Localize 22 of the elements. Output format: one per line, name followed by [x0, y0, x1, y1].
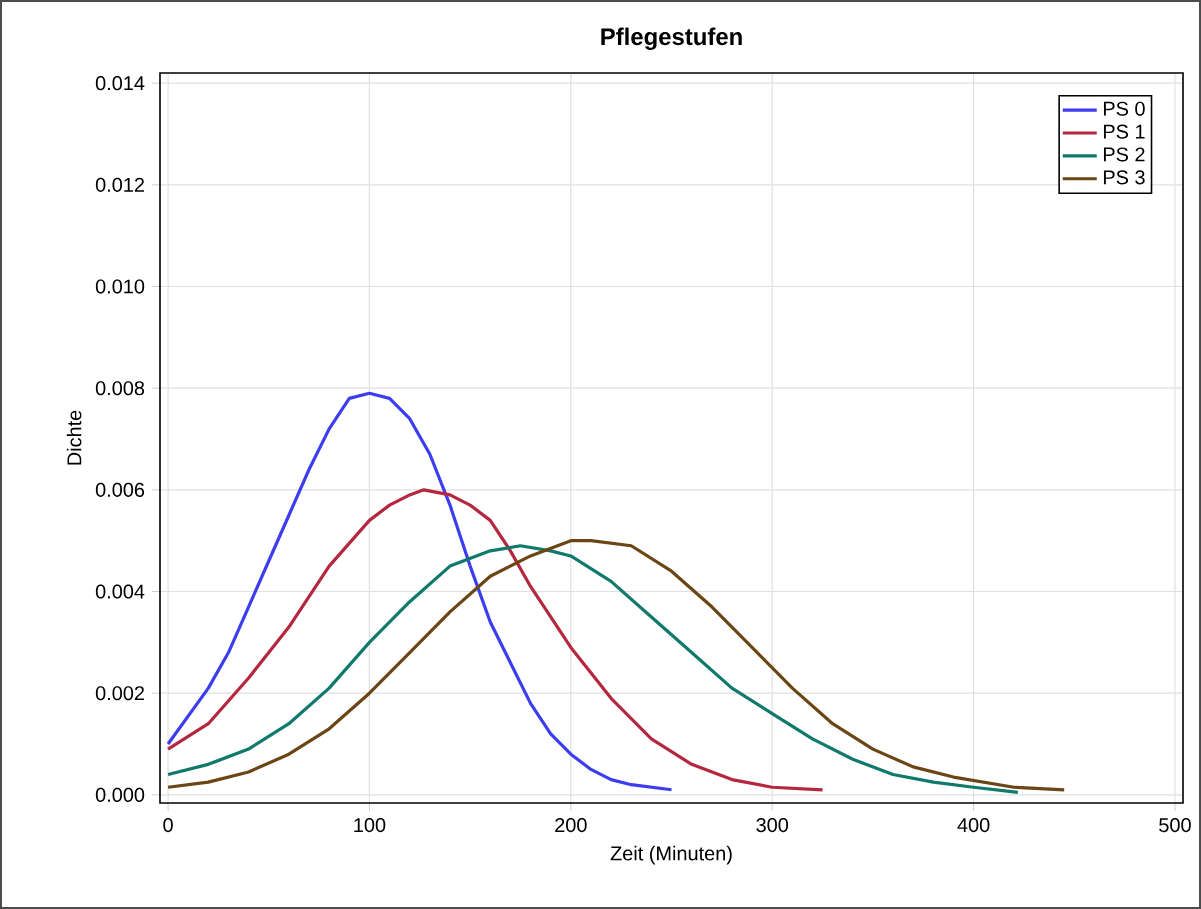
- x-tick-label: 100: [354, 818, 386, 833]
- chart-title: Pflegestufen: [601, 27, 742, 50]
- y-tick-label: 0.014: [95, 76, 145, 91]
- x-tick-label: 300: [756, 818, 789, 833]
- y-tick-label: 0.000: [95, 787, 145, 802]
- x-tick-label: 500: [1159, 818, 1191, 833]
- y-tick-label: 0.002: [95, 686, 144, 701]
- x-tick-label: 400: [957, 818, 990, 833]
- y-tick-label: 0.010: [95, 279, 145, 294]
- y-tick-label: 0.012: [95, 177, 144, 192]
- legend-label: PS 2: [1103, 147, 1145, 162]
- y-axis-title: Dichte: [66, 410, 82, 465]
- legend-label: PS 0: [1103, 101, 1145, 116]
- x-tick-label: 200: [555, 818, 587, 833]
- legend-label: PS 3: [1103, 170, 1145, 185]
- y-tick-label: 0.004: [95, 584, 145, 599]
- x-axis-title: Zeit (Minuten): [610, 845, 732, 865]
- x-tick-label: 0: [163, 818, 173, 833]
- y-tick-label: 0.008: [95, 381, 145, 396]
- y-tick-label: 0.006: [95, 482, 145, 497]
- legend-label: PS 1: [1103, 124, 1145, 139]
- line-series: [166, 391, 674, 792]
